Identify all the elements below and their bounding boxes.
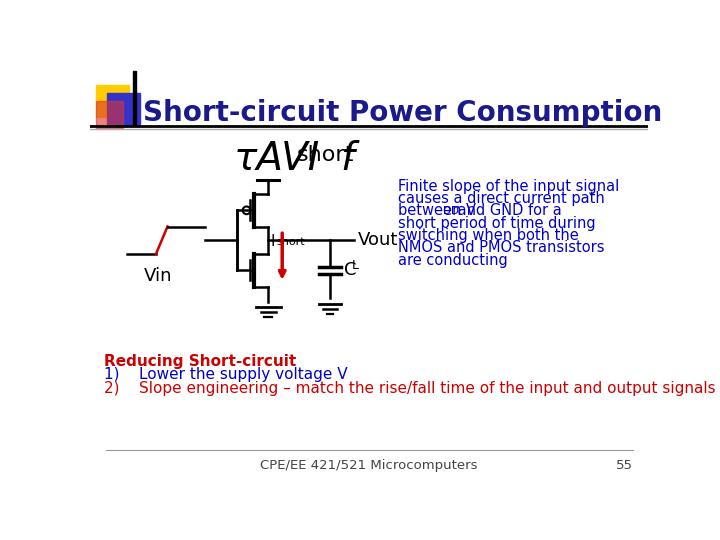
Text: short: short (297, 145, 354, 165)
Text: Vout: Vout (357, 231, 397, 249)
Text: C: C (344, 261, 356, 279)
Text: τAVI: τAVI (233, 140, 320, 178)
Text: I: I (271, 234, 275, 249)
Text: Vin: Vin (144, 267, 173, 285)
Text: between V: between V (398, 204, 477, 218)
Text: Short-circuit Power Consumption: Short-circuit Power Consumption (143, 99, 662, 127)
Bar (107, 92, 140, 125)
Text: CPE/EE 421/521 Microcomputers: CPE/EE 421/521 Microcomputers (260, 459, 478, 472)
Text: L: L (352, 259, 359, 272)
Bar (96, 85, 129, 117)
Text: and GND for a: and GND for a (454, 204, 562, 218)
Text: switching when both the: switching when both the (398, 228, 579, 243)
Text: are conducting: are conducting (398, 253, 508, 268)
Text: Reducing Short-circuit: Reducing Short-circuit (104, 354, 296, 368)
Bar (96, 101, 123, 128)
Text: 55: 55 (616, 459, 632, 472)
Text: short: short (276, 237, 305, 247)
Text: NMOS and PMOS transistors: NMOS and PMOS transistors (398, 240, 605, 255)
Text: Finite slope of the input signal: Finite slope of the input signal (398, 179, 620, 194)
Text: f: f (341, 140, 354, 178)
Text: short period of time during: short period of time during (398, 215, 596, 231)
Text: 1)    Lower the supply voltage V: 1) Lower the supply voltage V (104, 367, 348, 382)
Text: 2)    Slope engineering – match the rise/fall time of the input and output signa: 2) Slope engineering – match the rise/fa… (104, 381, 716, 396)
Text: causes a direct current path: causes a direct current path (398, 191, 606, 206)
Text: DD: DD (444, 206, 459, 217)
Bar (133, 71, 136, 125)
